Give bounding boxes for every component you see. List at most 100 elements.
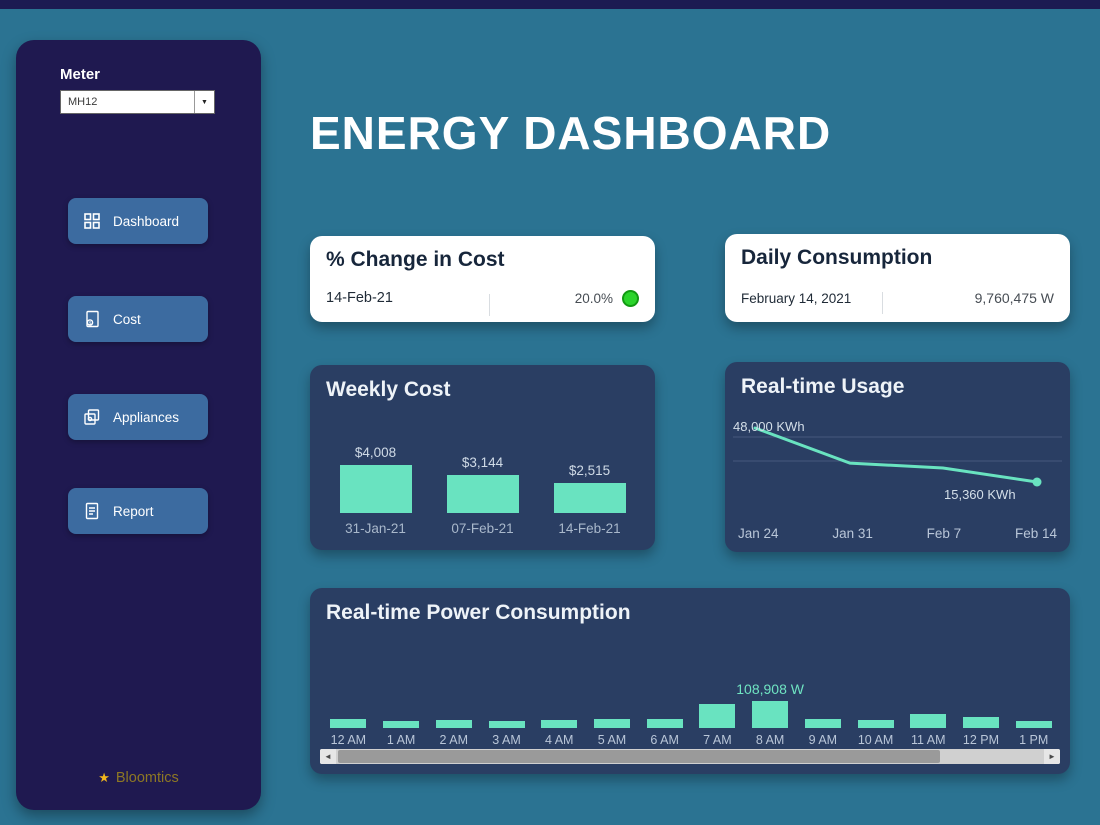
sidebar-item-appliances[interactable]: Appliances [68, 394, 208, 440]
report-document-icon [82, 501, 102, 521]
x-axis-label: 1 PM [1019, 733, 1049, 747]
x-axis-label: 4 AM [544, 733, 574, 747]
weekly-cost-chart: $4,008 31-Jan-21 $3,144 07-Feb-21 $2,515 14-F… [322, 423, 643, 536]
x-axis-label: 10 AM [857, 733, 894, 747]
power-bar[interactable] [752, 701, 789, 728]
power-bar[interactable] [383, 721, 420, 728]
power-bar-group: 12 AM [322, 676, 375, 747]
power-bar[interactable] [1015, 721, 1052, 728]
power-bar[interactable] [488, 721, 525, 728]
x-axis-label: 11 AM [911, 733, 946, 747]
x-axis-label: 1 AM [386, 733, 416, 747]
sidebar-item-dashboard[interactable]: Dashboard [68, 198, 208, 244]
power-bar[interactable] [804, 719, 841, 728]
bar-area [488, 676, 525, 728]
kpi-card-daily-consumption: Daily Consumption February 14, 2021 9,76… [725, 234, 1070, 322]
kpi-title: Daily Consumption [741, 246, 933, 269]
star-icon: ★ [98, 770, 110, 785]
kpi-value: 9,760,475 W [974, 290, 1054, 306]
meter-select-value: MH12 [68, 96, 98, 108]
scroll-right-arrow-icon[interactable]: ► [1044, 749, 1060, 764]
kpi-card-pct-change: % Change in Cost 14-Feb-21 20.0% [310, 236, 655, 322]
bar-area [593, 676, 630, 728]
power-bar-group: 5 AM [586, 676, 639, 747]
kpi-date: February 14, 2021 [741, 290, 852, 306]
top-bar [0, 0, 1100, 9]
usage-line[interactable] [753, 426, 1039, 484]
usage-endpoint-dot[interactable] [1032, 477, 1042, 487]
power-bar-group: 108,908 W 8 AM [736, 676, 804, 747]
sidebar-item-label: Cost [113, 311, 141, 327]
power-bar[interactable] [962, 717, 999, 728]
meter-select[interactable]: MH12 ▼ [60, 90, 215, 114]
appliances-copy-icon [82, 407, 102, 427]
bar-area [699, 676, 736, 728]
bar-value-label: $3,144 [461, 455, 504, 470]
power-bar-group: 2 AM [427, 676, 480, 747]
sidebar-item-report[interactable]: Report [68, 488, 208, 534]
bar-value-label: $4,008 [354, 445, 397, 460]
usage-x-axis: Jan 24 Jan 31 Feb 7 Feb 14 [738, 526, 1057, 541]
chart-title: Weekly Cost [326, 378, 451, 401]
usage-line-chart [733, 426, 1062, 487]
dropdown-arrow-icon[interactable]: ▼ [194, 91, 214, 113]
bar-area [330, 676, 367, 728]
bar-area [857, 676, 894, 728]
power-bar[interactable] [646, 719, 683, 728]
x-axis-label: 07-Feb-21 [451, 521, 514, 536]
weekly-cost-bar[interactable] [553, 483, 626, 513]
scrollbar-track[interactable] [336, 749, 1044, 764]
status-indicator-dot [622, 289, 639, 307]
chart-title: Real-time Power Consumption [326, 601, 631, 624]
bar-area [383, 676, 420, 728]
power-bar-group: 11 AM [902, 676, 955, 747]
brand: ★ Bloomtics [16, 770, 261, 786]
weekly-cost-bar[interactable] [446, 475, 519, 513]
power-bar-group: 6 AM [638, 676, 691, 747]
weekly-cost-card: Weekly Cost $4,008 31-Jan-21 $3,144 07-Feb-… [310, 365, 655, 550]
bar-value-label: 108,908 W [736, 681, 804, 697]
x-axis-label: 7 AM [703, 733, 732, 747]
divider [882, 292, 883, 314]
scroll-left-arrow-icon[interactable]: ◄ [320, 749, 336, 764]
divider [489, 294, 490, 316]
power-bar-group: 1 PM [1007, 676, 1060, 747]
sidebar-item-label: Appliances [113, 409, 180, 425]
x-axis-label: Feb 7 [926, 526, 962, 541]
bar-area [646, 676, 683, 728]
bar-area [435, 676, 472, 728]
power-bar[interactable] [857, 720, 894, 728]
power-bar-group: 9 AM [796, 676, 849, 747]
horizontal-scrollbar[interactable]: ◄ ► [320, 749, 1060, 764]
x-axis-label: 5 AM [597, 733, 627, 747]
power-bar[interactable] [330, 719, 367, 728]
power-bar[interactable] [541, 720, 578, 728]
x-axis-label: 3 AM [492, 733, 521, 747]
power-bar-group: 12 PM [955, 676, 1008, 747]
x-axis-label: 31-Jan-21 [345, 521, 406, 536]
weekly-bar-group: $4,008 31-Jan-21 [331, 445, 421, 536]
power-bar-group: 10 AM [849, 676, 902, 747]
x-axis-label: 2 AM [439, 733, 469, 747]
x-axis-label: Feb 14 [1014, 526, 1057, 541]
power-bar[interactable] [910, 714, 947, 728]
power-bar-group: 3 AM [480, 676, 533, 747]
weekly-bar-group: $3,144 07-Feb-21 [438, 455, 528, 536]
power-bar-group: 1 AM [375, 676, 428, 747]
scrollbar-thumb[interactable] [338, 750, 940, 763]
usage-start-annotation: 48,000 KWh [733, 419, 805, 434]
power-bar[interactable] [435, 720, 472, 728]
x-axis-label: 12 AM [330, 733, 367, 747]
power-bar[interactable] [699, 704, 736, 728]
sidebar-item-cost[interactable]: $ Cost [68, 296, 208, 342]
usage-end-annotation: 15,360 KWh [944, 487, 1016, 502]
bar-area [541, 676, 578, 728]
x-axis-label: 14-Feb-21 [558, 521, 621, 536]
kpi-date: 14-Feb-21 [326, 290, 393, 306]
power-bar[interactable] [593, 719, 630, 728]
kpi-title: % Change in Cost [326, 248, 505, 271]
realtime-usage-card: Real-time Usage 48,000 KWh 15,360 KWh Ja… [725, 362, 1070, 552]
weekly-cost-bar[interactable] [339, 465, 412, 513]
cost-document-icon: $ [82, 309, 102, 329]
